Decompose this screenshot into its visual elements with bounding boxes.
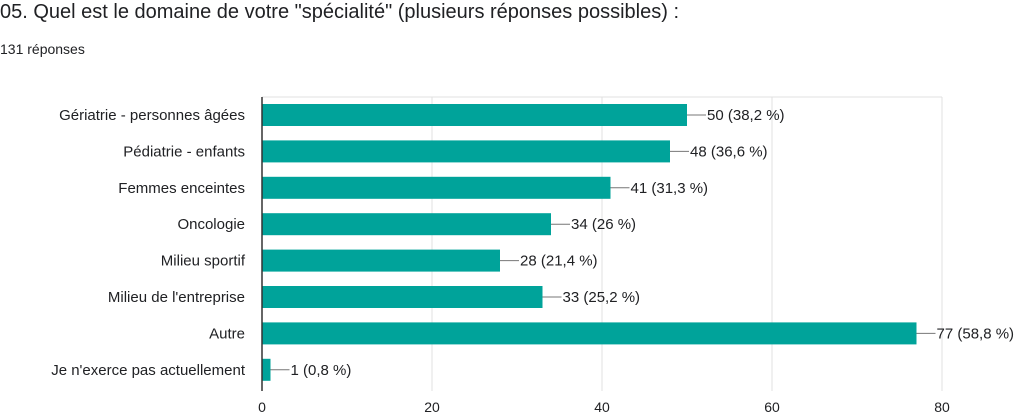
category-label: Gériatrie - personnes âgées	[59, 107, 245, 124]
response-count: 131 réponses	[0, 41, 85, 57]
category-label: Femmes enceintes	[118, 180, 245, 197]
x-tick-label: 80	[934, 399, 950, 414]
data-label: 1 (0,8 %)	[291, 362, 352, 379]
data-label: 41 (31,3 %)	[631, 180, 709, 197]
bar	[262, 104, 687, 126]
bar	[262, 249, 500, 272]
category-label: Milieu de l'entreprise	[108, 289, 245, 306]
x-tick-label: 0	[258, 399, 266, 414]
data-label: 28 (21,4 %)	[520, 253, 598, 270]
data-label: 48 (36,6 %)	[690, 143, 768, 160]
x-tick-label: 20	[424, 399, 440, 414]
bar	[262, 176, 611, 199]
data-label: 50 (38,2 %)	[707, 107, 785, 124]
data-label: 33 (25,2 %)	[563, 289, 641, 306]
data-label: 77 (58,8 %)	[937, 325, 1015, 342]
bar	[262, 322, 917, 345]
category-label: Oncologie	[177, 216, 245, 233]
category-label: Je n'exerce pas actuellement	[51, 362, 246, 379]
data-label: 34 (26 %)	[571, 216, 636, 233]
x-tick-label: 40	[594, 399, 610, 414]
bar	[262, 358, 271, 381]
bar	[262, 140, 670, 163]
bar	[262, 213, 551, 236]
category-label: Pédiatrie - enfants	[123, 143, 245, 160]
question-title: 05. Quel est le domaine de votre "spécia…	[0, 1, 679, 23]
bar	[262, 286, 543, 308]
category-label: Autre	[209, 325, 245, 342]
category-label: Milieu sportif	[161, 253, 246, 270]
x-tick-label: 60	[764, 399, 780, 414]
